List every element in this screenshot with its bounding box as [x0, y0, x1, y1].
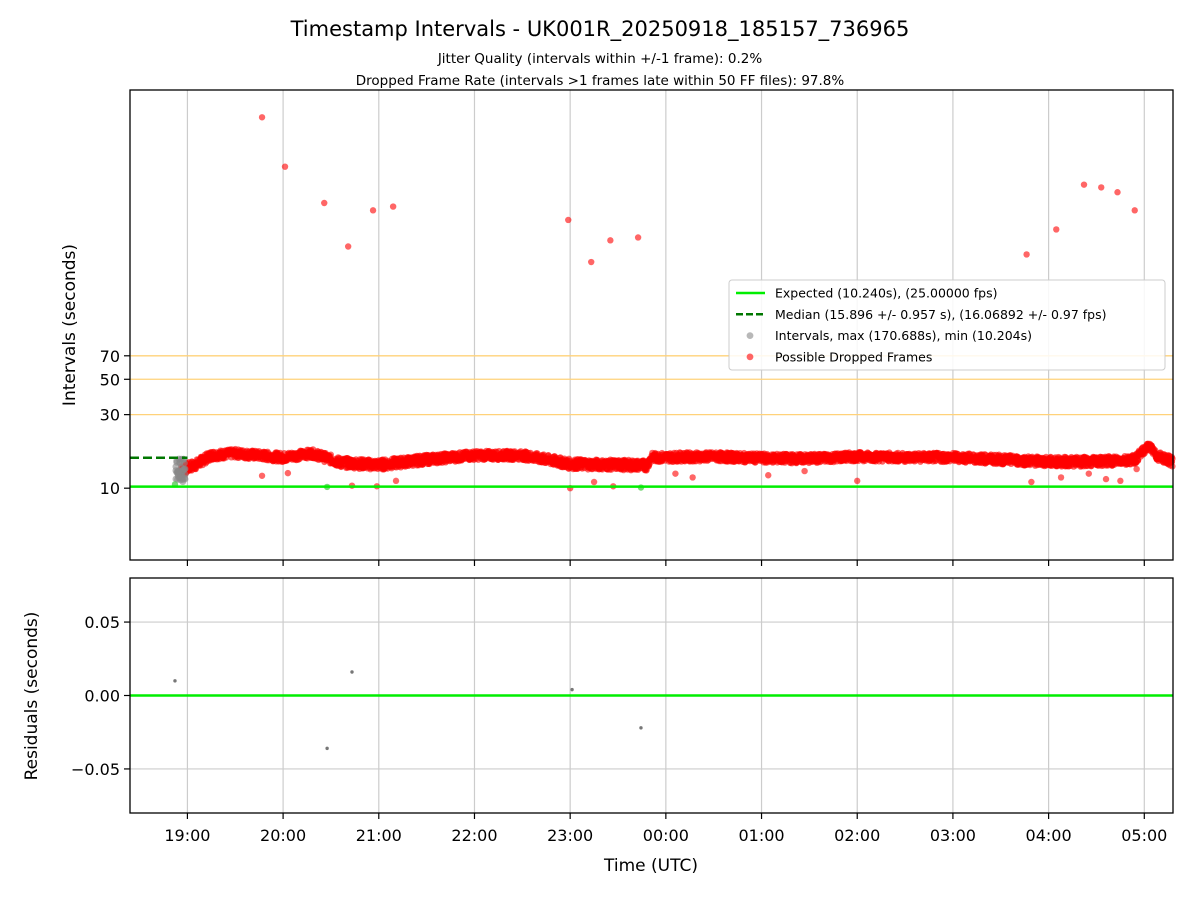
- interval-point-cluster-38: [181, 475, 189, 483]
- dropped-frame-low-point-15: [1085, 470, 1092, 477]
- intervals-ytick-label-10: 10: [100, 479, 120, 498]
- x-tick-label-8: 03:00: [930, 826, 976, 845]
- residual-point-0: [173, 679, 177, 683]
- interval-point-cluster-36: [181, 465, 189, 473]
- x-tick-label-3: 22:00: [451, 826, 497, 845]
- dropped-frame-outlier-3: [344, 243, 352, 250]
- dropped-frame-outlier-14: [1114, 189, 1121, 196]
- dropped-frame-outlier-10: [1023, 251, 1030, 258]
- legend-label-0: Expected (10.240s), (25.00000 fps): [775, 286, 997, 301]
- dropped-frame-outlier-7: [588, 258, 595, 266]
- x-tick-label-4: 23:00: [547, 826, 593, 845]
- intervals-reference-lines: [130, 456, 1173, 488]
- residual-point-1: [325, 746, 329, 751]
- dropped-frame-low-point-0: [258, 472, 266, 479]
- intervals-ytick-label-30: 30: [100, 406, 120, 425]
- x-tick-label-6: 01:00: [738, 826, 784, 845]
- residual-point-3: [570, 687, 574, 692]
- intervals-ytick-label-50: 50: [100, 370, 120, 389]
- intervals-x-ticks: [186, 560, 1145, 566]
- intervals-y-ticks: 10 30 50 70: [100, 347, 130, 498]
- dropped-frame-low-point-1: [284, 469, 292, 477]
- residual-point-4: [639, 726, 643, 730]
- x-tick-label-2: 21:00: [356, 826, 402, 845]
- dropped-frame-low-point-10: [765, 472, 772, 479]
- x-tick-label-10: 05:00: [1121, 826, 1167, 845]
- residuals-y-ticks: 0.05 0.00 −0.05: [71, 613, 130, 779]
- x-tick-label-1: 20:00: [260, 826, 306, 845]
- dropped-frame-low-point-12: [854, 477, 861, 485]
- dropped-frame-outlier-13: [1098, 184, 1105, 191]
- residuals-ytick-label-1: 0.00: [84, 687, 120, 706]
- residuals-x-ticks: 19:00 20:00 21:00 22:00 23:00 00:00 01:00 02:00…: [164, 813, 1167, 845]
- legend-swatch-2: [746, 332, 754, 339]
- dropped-frame-outlier-9: [634, 234, 642, 241]
- dropped-frame-low-point-17: [1117, 477, 1124, 485]
- residuals-ytick-label-0: 0.05: [84, 613, 120, 632]
- chart-subtitle-jitter: Jitter Quality (intervals within +/-1 fr…: [437, 51, 763, 67]
- dropped-frame-outlier-1: [281, 163, 289, 170]
- dropped-frame-outlier-5: [389, 203, 397, 210]
- dropped-frame-outlier-15: [1131, 207, 1138, 214]
- intervals-legend: Expected (10.240s), (25.00000 fps) Median…: [728, 279, 1166, 371]
- dropped-frame-outlier-4: [369, 207, 377, 214]
- dropped-frame-low-point-4: [392, 477, 400, 485]
- dropped-frame-outlier-11: [1053, 226, 1060, 233]
- dropped-frame-low-point-11: [801, 467, 808, 475]
- dropped-frame-low-point-18: [1133, 465, 1140, 473]
- x-axis-label: Time (UTC): [603, 856, 698, 876]
- x-tick-label-0: 19:00: [164, 826, 210, 845]
- residuals-points: [173, 670, 643, 751]
- x-tick-label-5: 00:00: [643, 826, 689, 845]
- intervals-ytick-label-70: 70: [100, 347, 120, 366]
- legend-label-1: Median (15.896 +/- 0.957 s), (16.06892 +…: [775, 307, 1106, 322]
- legend-label-3: Possible Dropped Frames: [775, 349, 932, 364]
- dropped-frame-outlier-0: [258, 114, 266, 121]
- dropped-frame-low-point-16: [1102, 475, 1110, 483]
- interval-point-cluster-34: [181, 459, 188, 467]
- legend-box: [728, 279, 1166, 371]
- dropped-frame-low-point-6: [590, 478, 598, 486]
- x-tick-label-7: 02:00: [834, 826, 880, 845]
- dropped-frame-outlier-12: [1080, 181, 1088, 188]
- dropped-frame-outlier-6: [565, 216, 572, 224]
- intervals-points: [171, 114, 1176, 492]
- residual-point-2: [350, 670, 354, 674]
- residuals-ytick-label-2: −0.05: [71, 760, 120, 779]
- residuals-plot: 0.05 0.00 −0.05 19:00 20:00 21:00 22:00 23:00 0…: [22, 577, 1174, 876]
- dropped-frame-outlier-8: [607, 237, 614, 244]
- chart-title: Timestamp Intervals - UK001R_20250918_18…: [290, 17, 910, 42]
- dropped-frame-low-point-9: [689, 474, 696, 481]
- x-tick-label-9: 04:00: [1026, 826, 1072, 845]
- legend-label-2: Intervals, max (170.688s), min (10.204s): [775, 328, 1032, 343]
- dropped-frame-outlier-2: [321, 199, 328, 207]
- intervals-axes-frame: [129, 89, 1174, 561]
- chart-subtitle-dropped: Dropped Frame Rate (intervals >1 frames …: [356, 73, 845, 89]
- residuals-y-label: Residuals (seconds): [22, 612, 42, 781]
- dropped-frame-low-point-8: [672, 470, 679, 477]
- intervals-y-label: Intervals (seconds): [60, 244, 80, 406]
- dropped-frame-point-band-526: [327, 451, 334, 458]
- dropped-frame-low-point-13: [1028, 478, 1035, 486]
- intervals-plot: 10 30 50 70 Intervals (seconds) Expected (1…: [60, 89, 1176, 566]
- dropped-frame-low-point-14: [1057, 474, 1065, 481]
- legend-swatch-3: [746, 353, 754, 361]
